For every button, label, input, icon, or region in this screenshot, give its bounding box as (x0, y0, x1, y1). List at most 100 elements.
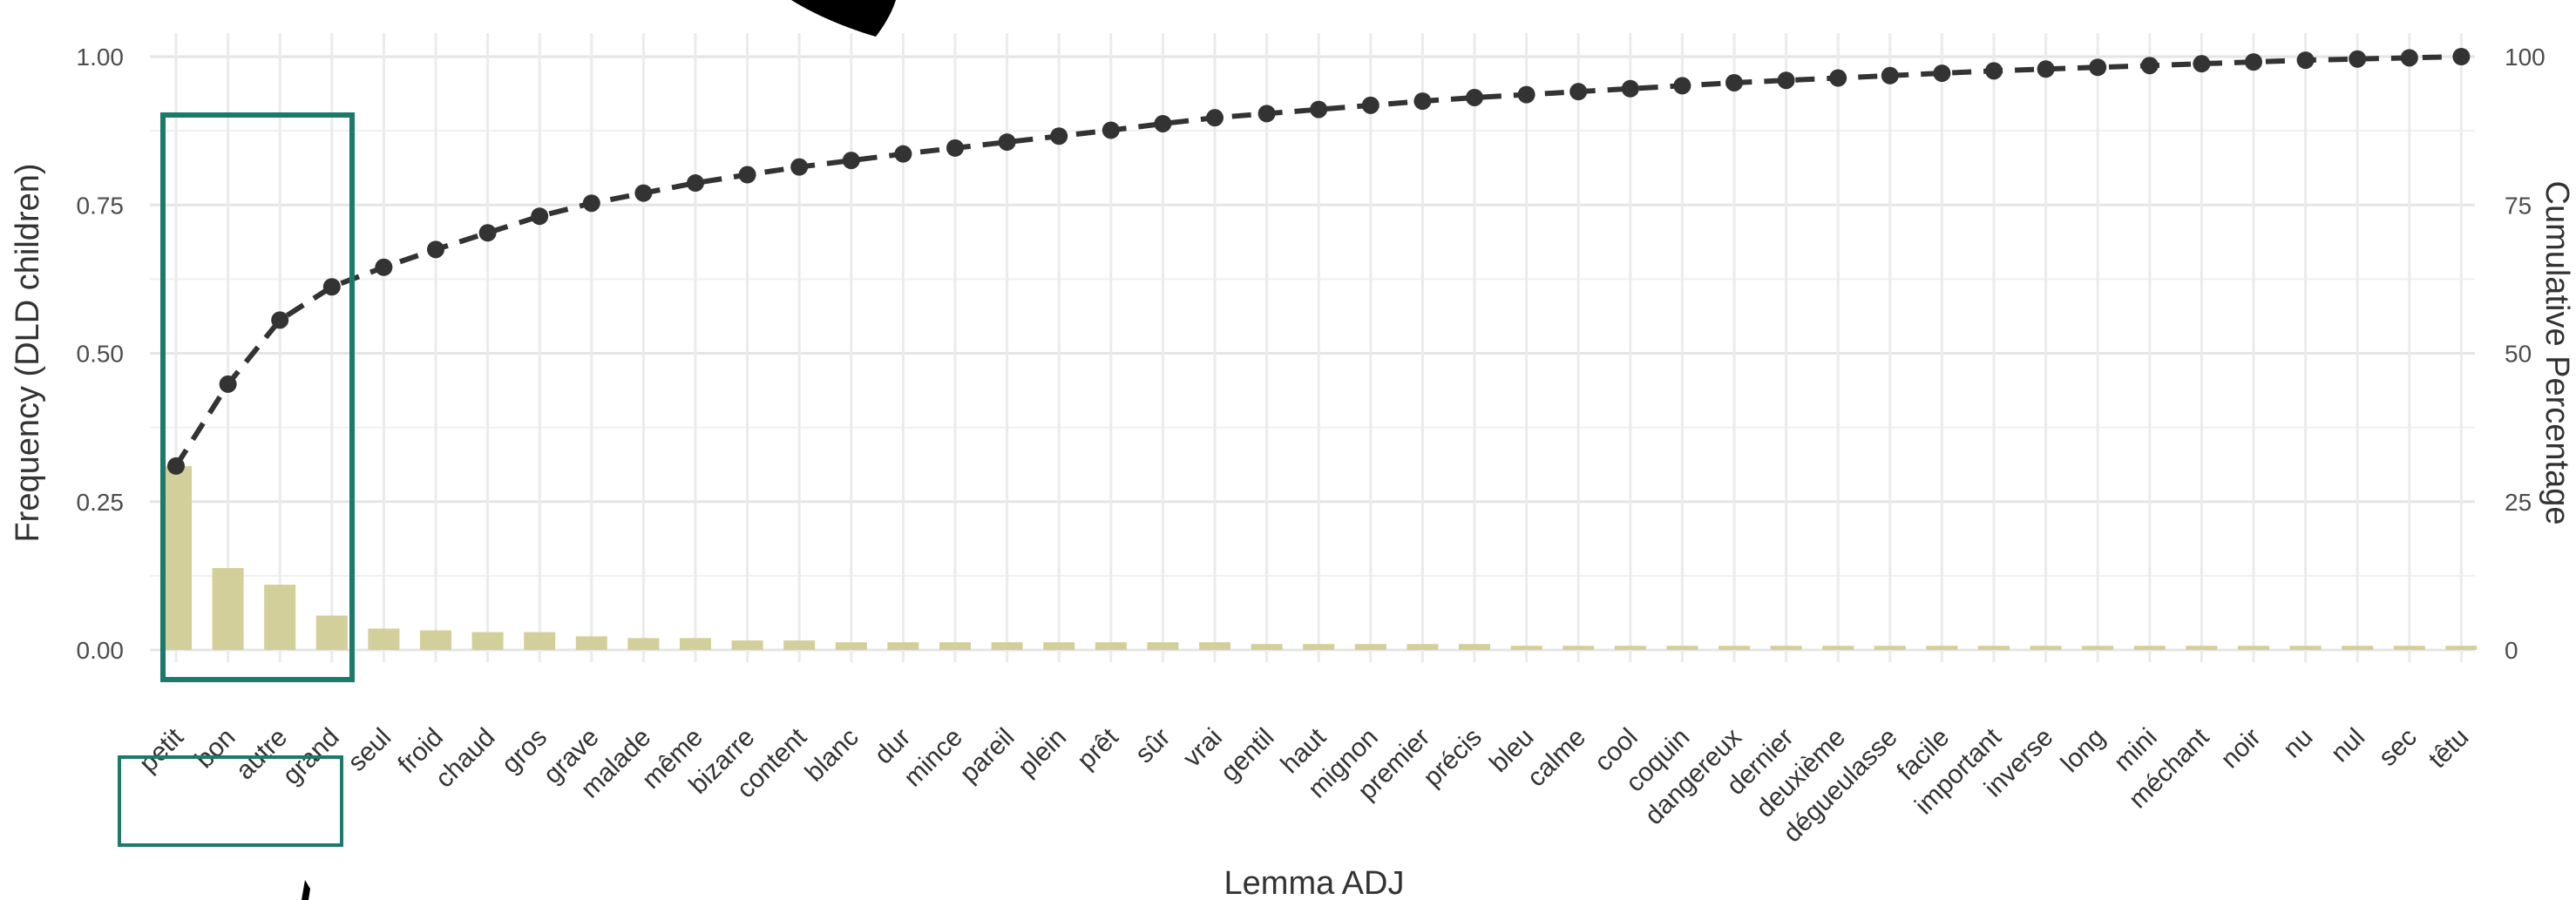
x-tick-label-plein: plein (1013, 723, 1072, 782)
bar-plein (1043, 642, 1075, 650)
cumulative-point-facile (1933, 64, 1951, 83)
bar-mince (939, 642, 971, 650)
bar-gentil (1251, 644, 1283, 650)
x-axis-category-labels: petit bonautregrandseulfroidchaudgrosgrav… (134, 722, 2475, 848)
y2-tick-label: 50 (2505, 341, 2532, 368)
x-tick-label-blanc: blanc (800, 723, 864, 788)
cumulative-point-grave (582, 194, 600, 213)
y2-tick-label: 100 (2505, 44, 2545, 71)
bar-bleu (1510, 646, 1542, 650)
bar-coquin (1666, 646, 1698, 650)
bar-seul (368, 628, 400, 650)
cumulative-point-gentil (1257, 105, 1276, 123)
y-axis-right-ticks: 0 25 50 75 100 (2505, 44, 2545, 664)
bar-bizarre (731, 640, 763, 650)
x-tick-label-sûr: sûr (1130, 723, 1176, 769)
bar-malade (627, 638, 660, 650)
cumulative-point-précis (1466, 88, 1483, 106)
bar-vrai (1199, 642, 1230, 650)
cumulative-point-inverse (2037, 60, 2055, 78)
cumulative-point-dangereux (1725, 73, 1743, 91)
cumulative-point-content (790, 158, 809, 176)
bar-sûr (1147, 642, 1179, 650)
cumulative-point-blanc (842, 152, 860, 170)
bar-deuxième (1822, 646, 1854, 650)
cumulative-point-pareil (998, 133, 1016, 152)
bar-froid (420, 630, 451, 650)
bar-blanc (835, 642, 867, 650)
x-tick-label-calme: calme (1522, 723, 1591, 793)
bar-précis (1459, 644, 1490, 650)
cumulative-point-nul (2349, 50, 2367, 68)
bar-premier (1407, 644, 1439, 650)
cumulative-point-mignon (1361, 96, 1380, 114)
bar-sec (2393, 646, 2425, 650)
x-tick-label-nu: nu (2278, 723, 2319, 764)
cumulative-point-dernier (1777, 71, 1795, 90)
y-tick-label: 0.50 (77, 341, 125, 368)
cumulative-point-petit (167, 457, 185, 475)
x-tick-label-prêt: prêt (1072, 722, 1124, 775)
cumulative-point-gros (531, 207, 549, 226)
bar-dernier (1770, 646, 1802, 650)
bar-gros (524, 632, 556, 650)
y-axis-left-title: Frequency (DLD children) (10, 163, 46, 542)
cumulative-point-plein (1050, 127, 1068, 145)
cumulative-point-coquin (1673, 77, 1691, 95)
cumulative-point-mini (2140, 57, 2159, 75)
cumulative-point-têtu (2452, 48, 2471, 65)
ink-stroke-bottom (302, 880, 310, 900)
x-tick-label-pareil: pareil (954, 723, 1020, 788)
bar-nu (2289, 646, 2322, 650)
cumulative-point-vrai (1206, 109, 1224, 127)
bar-calme (1563, 646, 1595, 650)
bar-cool (1614, 646, 1646, 650)
cumulative-point-haut (1310, 100, 1328, 118)
y-tick-label: 0.00 (77, 637, 125, 664)
highlight-box-bars (160, 112, 355, 682)
cumulative-point-calme (1569, 83, 1588, 101)
y2-tick-label: 75 (2505, 192, 2532, 219)
x-tick-label-nul: nul (2325, 723, 2370, 768)
cumulative-point-bizarre (738, 166, 756, 184)
bar-prêt (1095, 642, 1127, 650)
gridlines (150, 33, 2475, 662)
bar-même (680, 638, 711, 650)
cumulative-point-premier (1413, 92, 1432, 111)
bar-méchant (2186, 646, 2218, 650)
bar-têtu (2445, 646, 2478, 650)
ink-stroke-top (791, 0, 896, 37)
cumulative-point-même (687, 174, 704, 193)
cumulative-point-deuxième (1829, 69, 1847, 87)
bar-pareil (991, 642, 1023, 650)
y-axis-right-title: Cumulative Percentage (2539, 181, 2575, 525)
frequency-bars (160, 465, 2478, 650)
cumulative-point-dur (894, 145, 912, 163)
cumulative-point-sûr (1154, 114, 1172, 132)
x-tick-label-précis: précis (1418, 723, 1488, 793)
cumulative-point-autre (271, 311, 289, 329)
bar-long (2082, 646, 2114, 650)
bar-dégueulasse (1874, 646, 1906, 650)
cumulative-point-nu (2296, 51, 2315, 70)
x-tick-label-long: long (2056, 723, 2111, 778)
bar-haut (1303, 644, 1335, 650)
bar-dangereux (1718, 646, 1750, 650)
cumulative-point-chaud (478, 224, 497, 242)
x-tick-label-noir: noir (2215, 723, 2267, 775)
cumulative-path (173, 54, 2462, 468)
x-tick-label-gentil: gentil (1216, 723, 1280, 788)
x-tick-label-chaud: chaud (430, 723, 500, 794)
cumulative-point-méchant (2193, 55, 2211, 73)
y-tick-label: 0.75 (77, 192, 125, 219)
bar-important (1978, 646, 2010, 650)
x-tick-label-têtu: têtu (2423, 723, 2475, 775)
x-tick-label-seul: seul (342, 723, 397, 777)
highlight-box-labels (118, 755, 343, 847)
x-tick-label-petit: petit (134, 722, 190, 778)
bar-grand (315, 615, 348, 650)
y2-tick-label: 0 (2505, 637, 2518, 664)
bar-chaud (471, 632, 504, 650)
bar-nul (2342, 646, 2374, 650)
